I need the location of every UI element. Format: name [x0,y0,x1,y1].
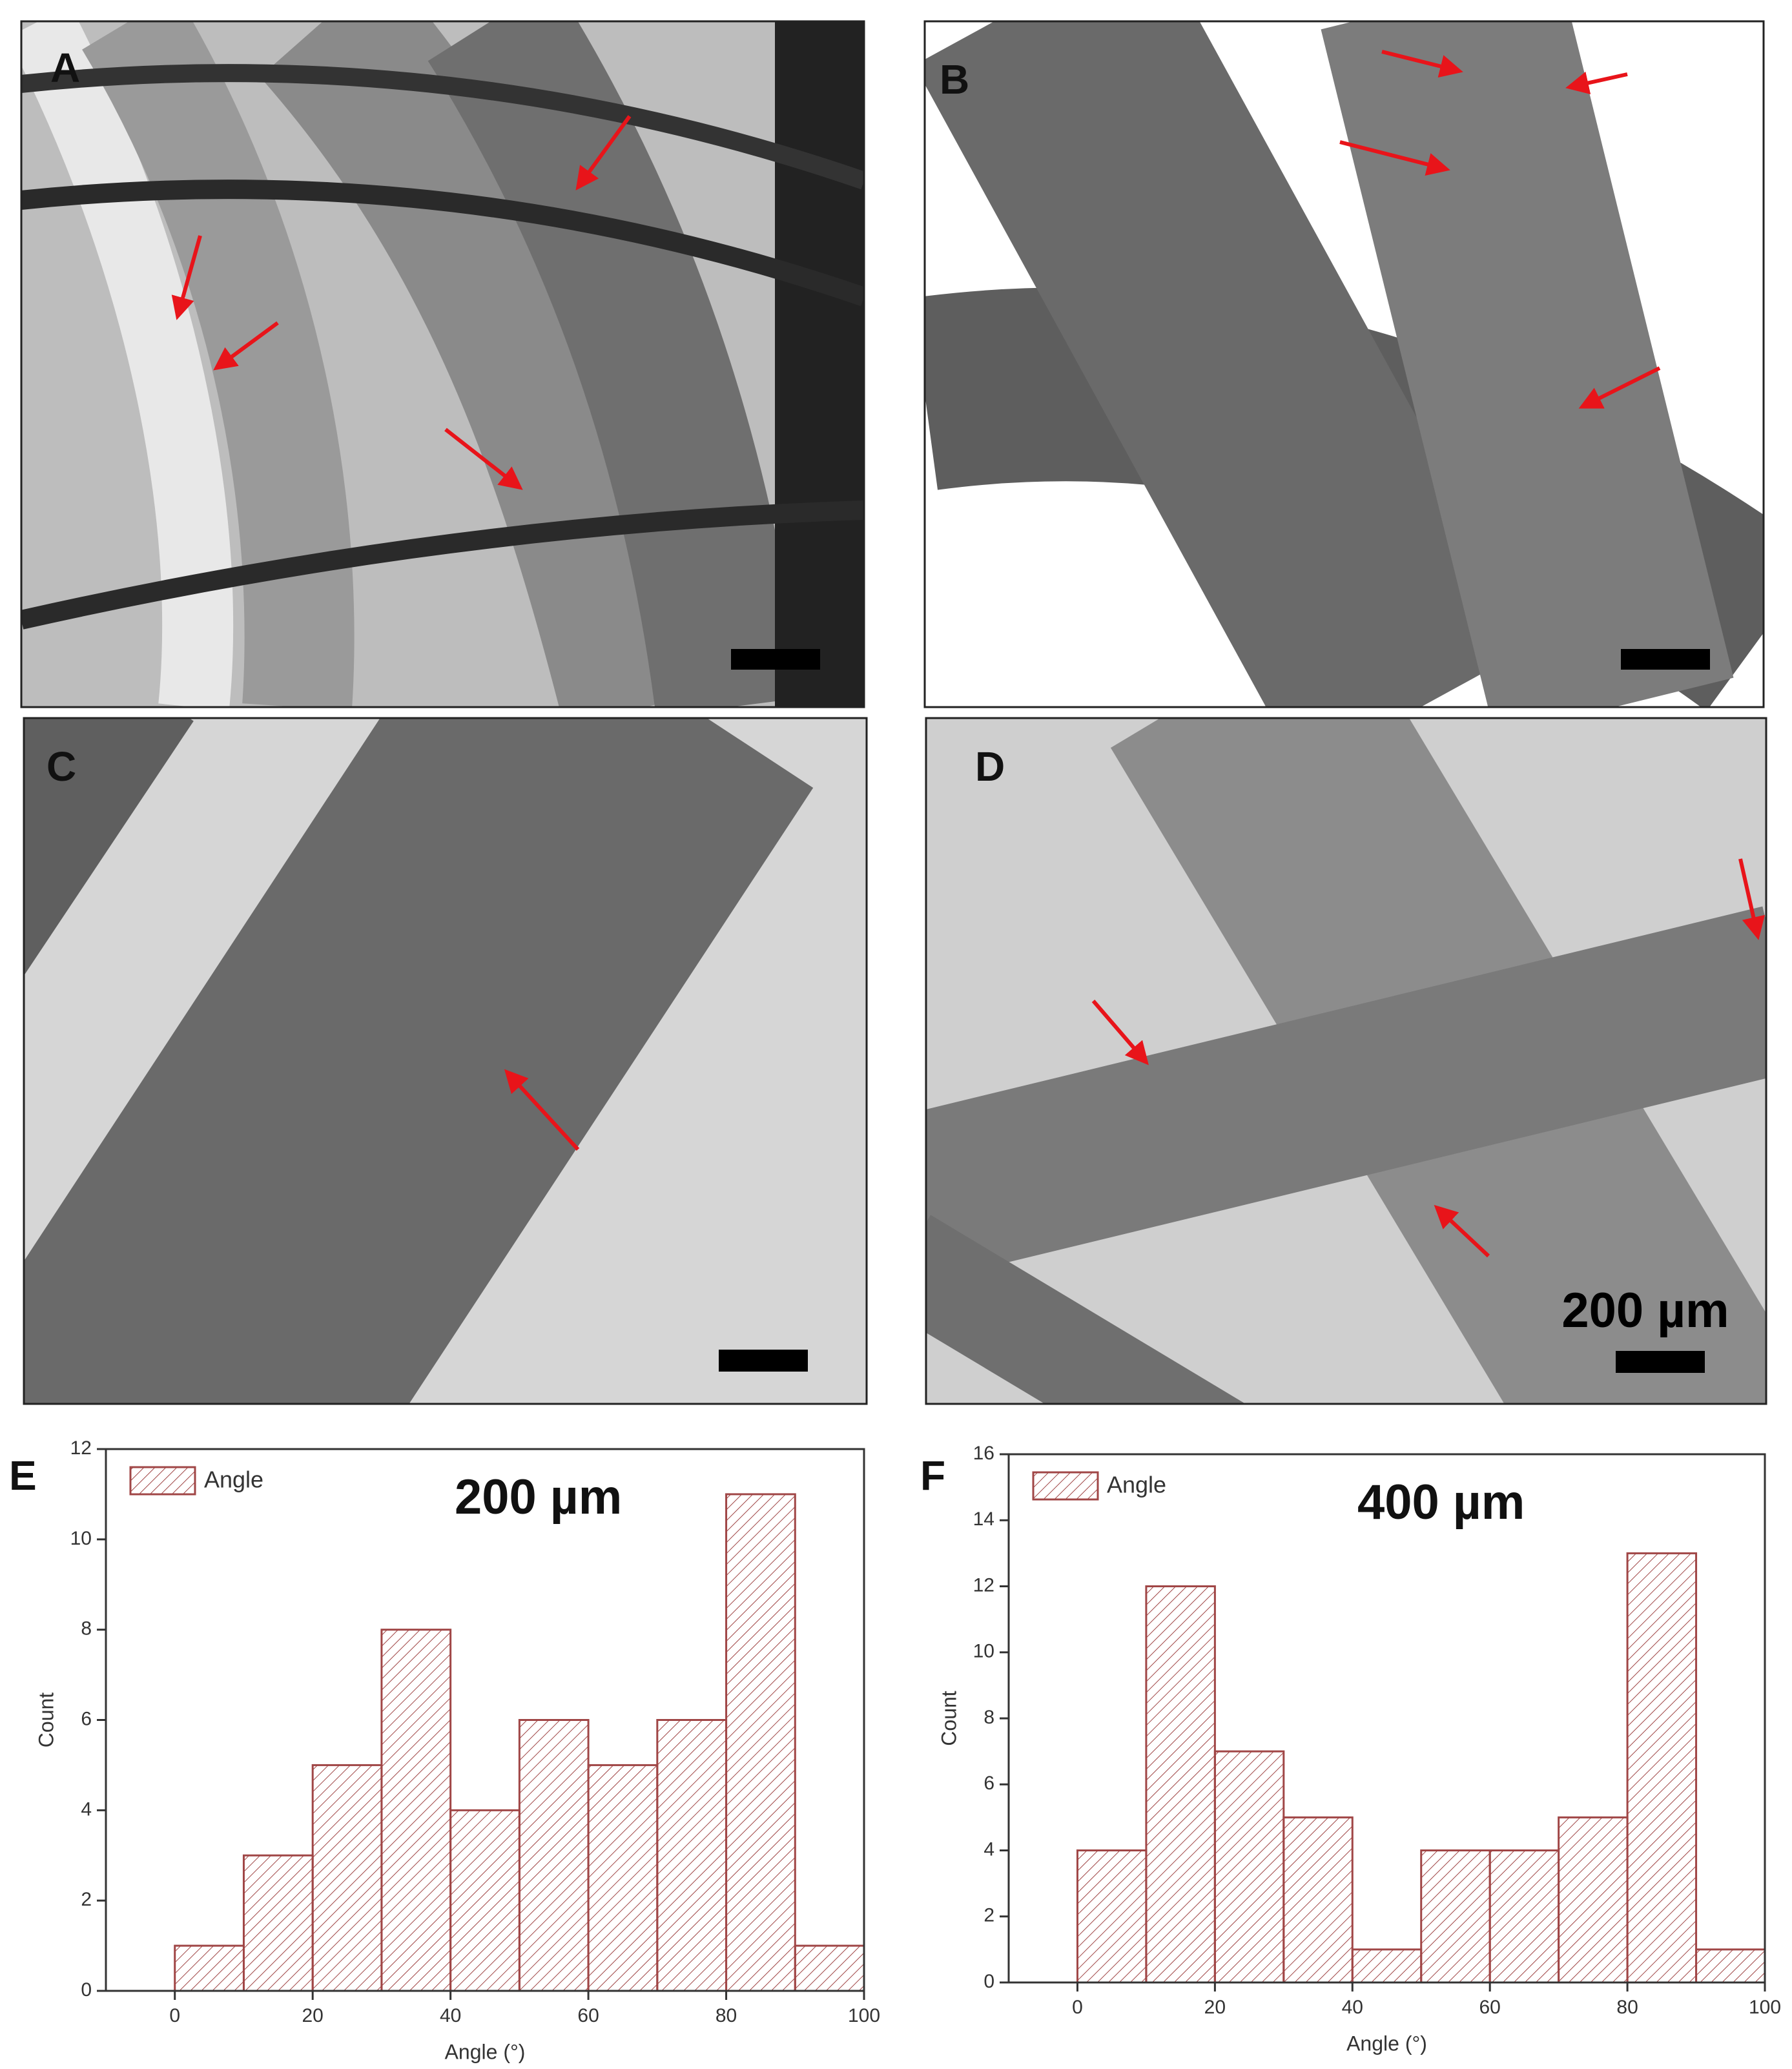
x-axis-label: Angle (°) [445,2040,526,2063]
bar [587,1764,659,1992]
panel-label: A [50,45,80,91]
x-tick-label: 60 [577,2005,599,2026]
y-tick-label: 10 [70,1528,92,1549]
bar [1282,1816,1354,1984]
legend-label: Angle [204,1467,263,1493]
x-tick-label: 40 [1342,1997,1363,2018]
y-tick-label: 6 [984,1773,994,1794]
panel-label: E [9,1452,37,1499]
y-tick-label: 12 [70,1437,92,1459]
micrograph-c [24,718,867,1404]
x-tick-label: 100 [1749,1997,1781,2018]
micrograph-b [925,21,1764,707]
micrograph-d [926,718,1766,1404]
y-tick-label: 0 [81,1979,92,2001]
bar [174,1944,245,1992]
scale-bar-label: 200 µm [1561,1283,1729,1338]
y-tick-label: 14 [973,1508,994,1530]
panel-label: C [46,743,76,790]
y-tick-label: 4 [984,1838,994,1860]
bar [449,1809,520,1992]
y-tick-label: 0 [984,1971,994,1992]
micrograph-a [21,21,864,707]
bar [725,1493,796,1992]
bar [518,1719,590,1992]
bar [1488,1849,1560,1984]
bar [1213,1750,1285,1984]
y-tick-label: 4 [81,1798,92,1820]
bar [242,1854,314,1992]
legend-swatch [129,1466,196,1496]
panel-label: B [940,56,969,103]
bar [311,1764,383,1992]
y-tick-label: 16 [973,1443,994,1464]
bar [1351,1948,1423,1984]
y-tick-label: 8 [984,1707,994,1728]
bar [1145,1585,1216,1984]
y-tick-label: 8 [81,1618,92,1640]
y-tick-label: 10 [973,1641,994,1662]
y-tick-label: 2 [984,1905,994,1926]
y-axis-label: Count [937,1691,960,1746]
x-tick-label: 80 [1616,1997,1638,2018]
x-tick-label: 100 [848,2005,880,2026]
panel-label: D [975,743,1005,790]
y-tick-label: 12 [973,1574,994,1596]
annotation: 400 µm [1357,1475,1525,1530]
panel-label: F [920,1452,945,1499]
x-tick-label: 0 [1072,1997,1083,2018]
x-tick-label: 60 [1479,1997,1500,2018]
bar [1695,1948,1766,1984]
annotation: 200 µm [455,1470,622,1525]
y-axis-label: Count [34,1693,57,1748]
bar [1420,1849,1491,1984]
y-tick-label: 6 [81,1708,92,1729]
x-tick-label: 40 [440,2005,461,2026]
x-axis-label: Angle (°) [1346,2032,1427,2055]
bar [1626,1552,1698,1984]
x-tick-label: 0 [169,2005,180,2026]
x-tick-label: 20 [1204,1997,1226,2018]
x-tick-label: 80 [716,2005,737,2026]
bar [1076,1849,1148,1984]
legend-label: Angle [1107,1472,1166,1498]
bar [656,1719,728,1992]
bar [1558,1816,1629,1984]
y-tick-label: 2 [81,1889,92,1910]
bar [794,1944,865,1992]
legend-swatch [1032,1471,1099,1501]
x-tick-label: 20 [302,2005,323,2026]
bar [380,1629,452,1992]
